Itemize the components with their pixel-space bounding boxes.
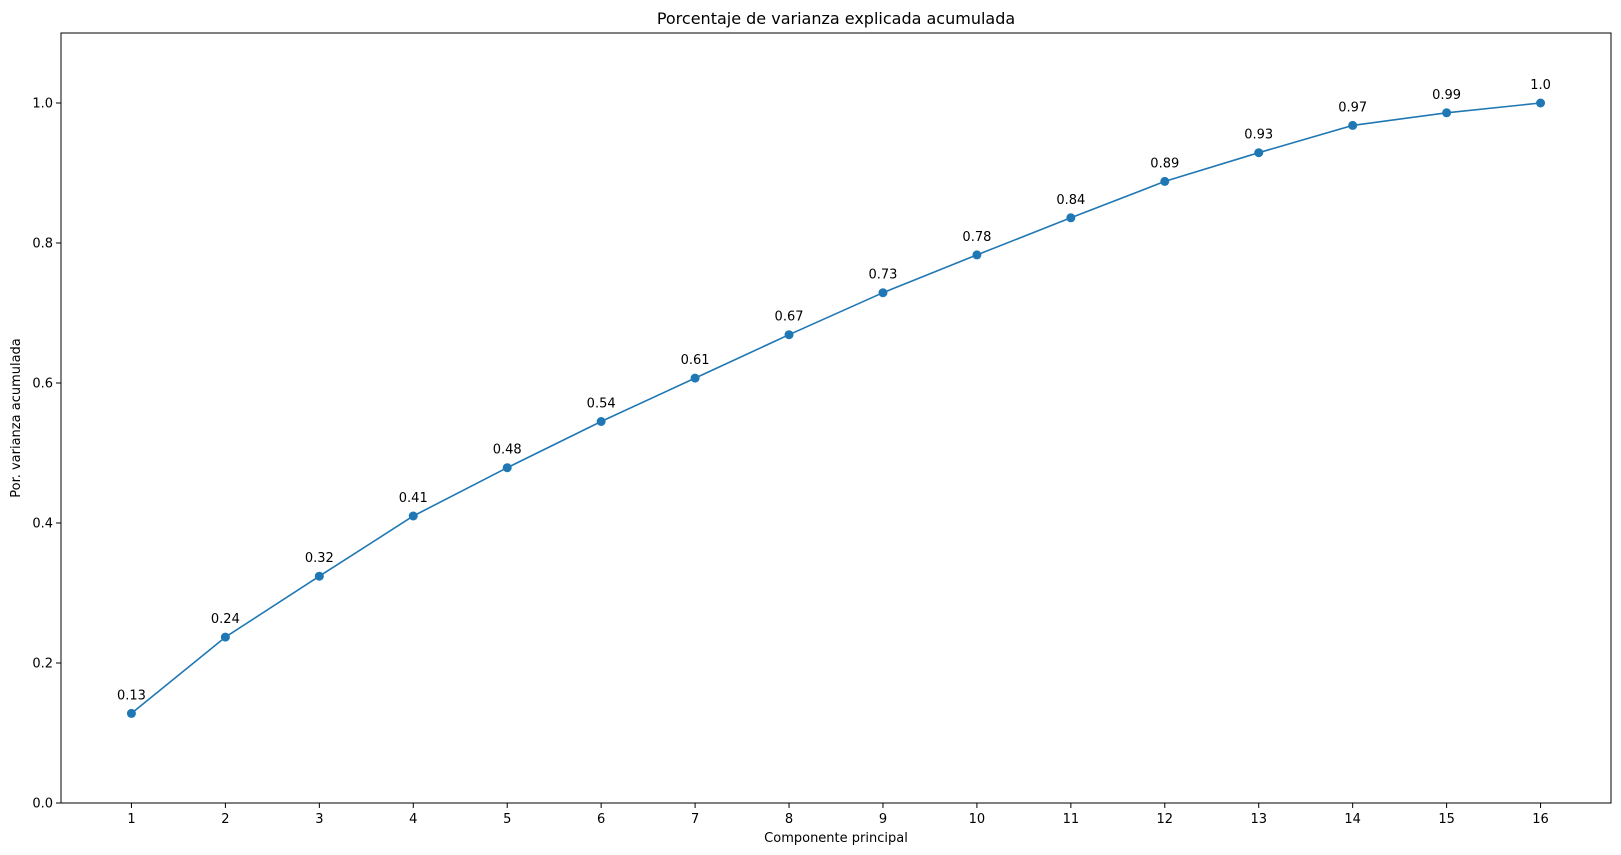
data-label: 0.54 xyxy=(587,397,616,412)
data-labels-layer: 0.13 0.24 0.32 0.41 0.48 0.54 0.61 0.67 0.73 0.78… xyxy=(117,78,1551,703)
y-axis-title: Por. varianza acumulada xyxy=(9,338,24,498)
data-point xyxy=(220,632,230,642)
data-point xyxy=(784,330,794,340)
data-point xyxy=(1536,98,1546,108)
x-tick-label: 2 xyxy=(221,812,229,827)
x-tick-label: 11 xyxy=(1063,812,1080,827)
data-label: 0.41 xyxy=(399,491,428,506)
y-tick-label: 0.6 xyxy=(32,377,53,392)
data-label: 0.61 xyxy=(681,353,710,368)
x-tick-label: 3 xyxy=(315,812,323,827)
y-tick-label: 0.4 xyxy=(32,517,53,532)
data-label: 0.97 xyxy=(1338,100,1367,115)
x-tick-label: 14 xyxy=(1344,812,1361,827)
data-point xyxy=(690,373,700,383)
series-layer xyxy=(126,98,1546,718)
data-label: 0.24 xyxy=(211,612,240,627)
x-tick-label: 10 xyxy=(969,812,986,827)
x-tick-label: 6 xyxy=(597,812,605,827)
data-point xyxy=(1066,213,1076,223)
x-axis: 1 2 3 4 5 6 7 8 9 10 11 12 13 14 15 16 xyxy=(127,803,1549,827)
x-tick-label: 15 xyxy=(1438,812,1455,827)
series-line xyxy=(130,102,1541,715)
x-tick-label: 7 xyxy=(691,812,699,827)
plot-frame xyxy=(60,32,1612,804)
chart-title: Porcentaje de varianza explicada acumula… xyxy=(657,9,1015,28)
x-tick-label: 16 xyxy=(1532,812,1549,827)
data-label: 0.78 xyxy=(962,230,991,245)
data-label: 0.93 xyxy=(1244,128,1273,143)
data-label: 0.73 xyxy=(868,268,897,283)
y-tick-label: 1.0 xyxy=(32,97,53,112)
y-tick-label: 0.0 xyxy=(32,797,53,812)
y-axis: 0.0 0.2 0.4 0.6 0.8 1.0 xyxy=(32,97,61,812)
data-point xyxy=(1348,120,1358,130)
data-point xyxy=(502,463,512,473)
data-point xyxy=(1442,108,1452,118)
x-tick-label: 13 xyxy=(1250,812,1267,827)
x-tick-label: 1 xyxy=(127,812,135,827)
x-tick-label: 8 xyxy=(785,812,793,827)
data-label: 0.99 xyxy=(1432,88,1461,103)
data-label: 0.84 xyxy=(1056,193,1085,208)
data-point xyxy=(596,417,606,426)
data-label: 0.89 xyxy=(1150,156,1179,171)
data-label: 0.13 xyxy=(117,688,146,703)
data-point xyxy=(1160,176,1170,186)
data-label: 0.67 xyxy=(775,310,804,325)
data-point xyxy=(126,708,136,718)
data-label: 0.48 xyxy=(493,443,522,458)
x-tick-label: 9 xyxy=(879,812,887,827)
data-point xyxy=(878,288,888,298)
y-tick-label: 0.2 xyxy=(32,657,53,672)
data-point xyxy=(408,511,418,521)
data-point xyxy=(1254,148,1264,158)
x-tick-label: 12 xyxy=(1157,812,1174,827)
data-label: 0.32 xyxy=(305,551,334,566)
data-label: 1.0 xyxy=(1530,78,1551,93)
data-point xyxy=(314,571,324,581)
x-tick-label: 5 xyxy=(503,812,511,827)
y-tick-label: 0.8 xyxy=(32,237,53,252)
data-point xyxy=(972,250,982,260)
x-tick-label: 4 xyxy=(409,812,417,827)
x-axis-title: Componente principal xyxy=(764,831,908,846)
